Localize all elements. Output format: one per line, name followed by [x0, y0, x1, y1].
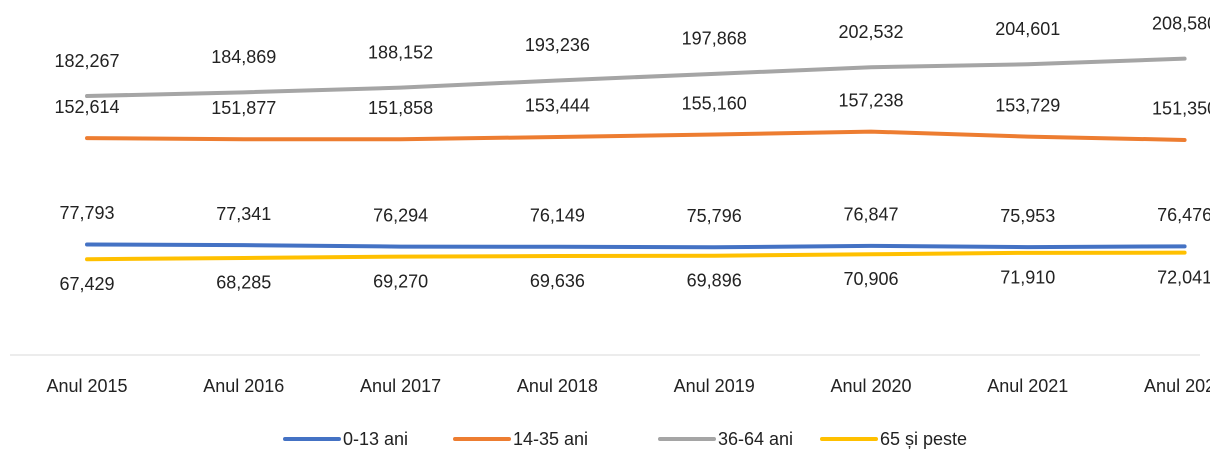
x-tick-label: Anul 2020: [830, 376, 911, 396]
x-tick-label: Anul 2022: [1144, 376, 1210, 396]
data-label: 77,793: [59, 203, 114, 223]
series-line: [85, 129, 1187, 142]
data-label: 69,636: [530, 271, 585, 291]
data-label: 197,868: [682, 29, 747, 49]
x-tick-label: Anul 2021: [987, 376, 1068, 396]
x-tick-label: Anul 2019: [674, 376, 755, 396]
data-label: 76,149: [530, 206, 585, 226]
data-label: 77,341: [216, 204, 271, 224]
series-line: [85, 242, 1187, 250]
data-label: 72,041: [1157, 267, 1210, 287]
data-label: 69,896: [687, 270, 742, 290]
data-label: 68,285: [216, 273, 271, 293]
series-line: [85, 250, 1187, 262]
x-tick-label: Anul 2018: [517, 376, 598, 396]
data-label: 155,160: [682, 93, 747, 113]
legend-label: 14-35 ani: [513, 429, 588, 449]
data-label: 208,580: [1152, 13, 1210, 33]
legend-label: 0-13 ani: [343, 429, 408, 449]
data-label: 71,910: [1000, 268, 1055, 288]
data-label: 151,350: [1152, 99, 1210, 119]
data-label: 153,444: [525, 96, 590, 116]
data-label: 75,953: [1000, 206, 1055, 226]
data-label: 70,906: [843, 269, 898, 289]
data-label: 152,614: [54, 97, 119, 117]
data-label: 184,869: [211, 47, 276, 67]
legend-label: 65 și peste: [880, 429, 967, 449]
x-tick-label: Anul 2015: [46, 376, 127, 396]
data-label: 76,476: [1157, 205, 1210, 225]
data-label: 193,236: [525, 35, 590, 55]
data-label: 69,270: [373, 271, 428, 291]
data-label: 153,729: [995, 95, 1060, 115]
data-label: 204,601: [995, 19, 1060, 39]
data-label: 188,152: [368, 42, 433, 62]
legend-label: 36-64 ani: [718, 429, 793, 449]
data-label: 151,877: [211, 98, 276, 118]
data-label: 202,532: [838, 22, 903, 42]
series-line: [85, 56, 1187, 99]
x-tick-label: Anul 2017: [360, 376, 441, 396]
data-label: 76,294: [373, 205, 428, 225]
data-label: 151,858: [368, 98, 433, 118]
data-label: 67,429: [59, 274, 114, 294]
data-label: 75,796: [687, 206, 742, 226]
data-label: 76,847: [843, 205, 898, 225]
x-tick-label: Anul 2016: [203, 376, 284, 396]
data-label: 182,267: [54, 51, 119, 71]
data-label: 157,238: [838, 90, 903, 110]
